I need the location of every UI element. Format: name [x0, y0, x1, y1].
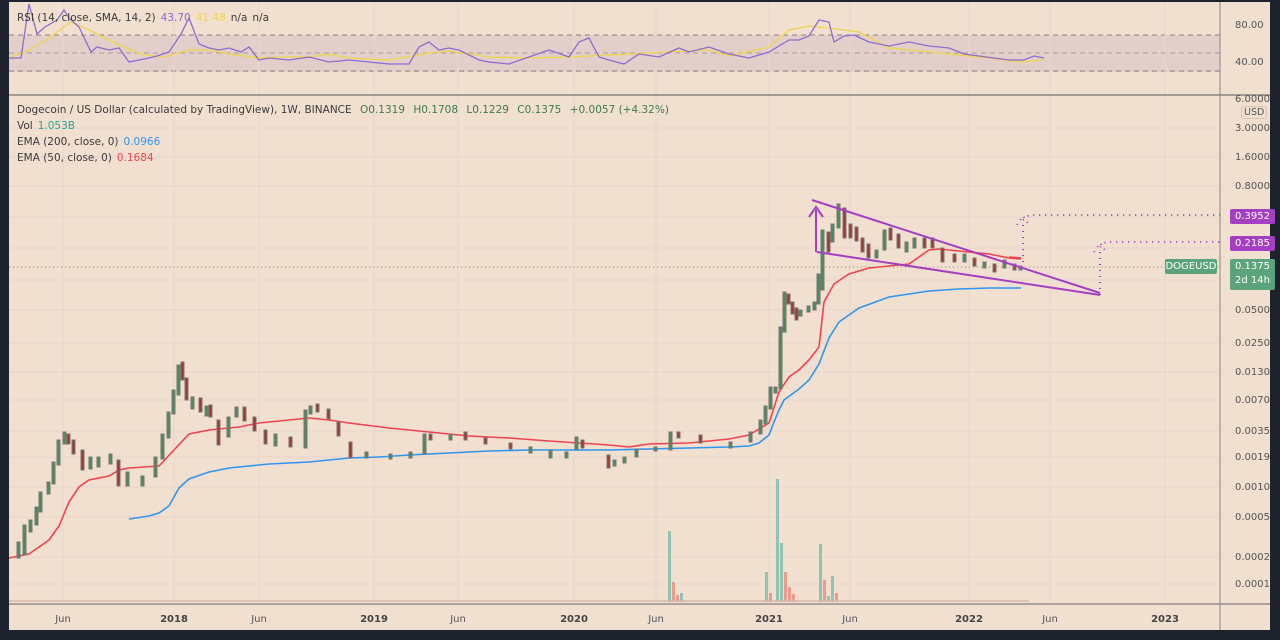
price-ytick: 0.0019 — [1235, 452, 1270, 463]
price-ytick: 6.0000 — [1235, 94, 1270, 105]
volume-value: 1.053B — [37, 120, 75, 132]
ema200-line — [128, 287, 1021, 520]
volume-label: Vol — [17, 120, 33, 132]
bar-countdown: 2d 14h — [1235, 275, 1270, 286]
xtick: 2021 — [755, 614, 783, 625]
ohlc-close: C0.1375 — [517, 104, 562, 116]
price-ytick: 0.0070 — [1235, 395, 1270, 406]
price-ytick: 0.0035 — [1235, 426, 1270, 437]
price-ytick: 0.0130 — [1235, 367, 1270, 378]
price-ytick: 0.0500 — [1235, 305, 1270, 316]
volume-legend[interactable]: Vol 1.053B — [17, 120, 80, 132]
ohlc-high: H0.1708 — [413, 104, 458, 116]
price-ytick: 0.0001 — [1235, 579, 1270, 590]
falling-wedge-drawing[interactable] — [808, 199, 1101, 296]
price-ytick: 3.0000 — [1235, 123, 1270, 134]
ema200-value: 0.0966 — [123, 136, 161, 148]
ema50-legend[interactable]: EMA (50, close, 0) 0.1684 — [17, 152, 159, 164]
target-projections[interactable] — [1016, 214, 1220, 295]
rsi-value: 43.70 — [160, 12, 191, 24]
ema200-label: EMA (200, close, 0) — [17, 136, 119, 148]
chart-canvas[interactable] — [9, 2, 1270, 630]
ema50-label: EMA (50, close, 0) — [17, 152, 112, 164]
volume-bars — [9, 479, 1029, 602]
xtick: Jun — [842, 614, 858, 625]
price-ytick: 1.6000 — [1235, 152, 1270, 163]
rsi-ytick-80: 80.00 — [1235, 20, 1264, 31]
ema50-value: 0.1684 — [116, 152, 154, 164]
last-price-tag: 0.1375 2d 14h — [1230, 259, 1275, 290]
target-price-tag-2: 0.2185 — [1230, 236, 1275, 251]
candlesticks — [16, 203, 1023, 559]
price-ytick: 0.0010 — [1235, 482, 1270, 493]
rsi-ytick-40: 40.00 — [1235, 57, 1264, 68]
last-price-value: 0.1375 — [1235, 261, 1270, 272]
chart-frame: RSI (14, close, SMA, 14, 2) 43.70 41.48 n/a… — [9, 2, 1275, 630]
xtick: Jun — [55, 614, 71, 625]
target-price-tag-1: 0.3952 — [1230, 209, 1275, 224]
rsi-legend[interactable]: RSI (14, close, SMA, 14, 2) 43.70 41.48 n/a… — [17, 12, 274, 24]
xtick: 2022 — [955, 614, 983, 625]
vertical-gridlines — [62, 2, 1166, 602]
symbol-legend[interactable]: Dogecoin / US Dollar (calculated by Trad… — [17, 104, 674, 116]
xtick: Jun — [648, 614, 664, 625]
rsi-line — [9, 3, 1045, 65]
currency-badge[interactable]: USD — [1241, 106, 1268, 119]
xtick: 2019 — [360, 614, 388, 625]
price-ytick: 0.0005 — [1235, 512, 1270, 523]
price-ytick: 0.0002 — [1235, 552, 1270, 563]
price-ytick: 0.8000 — [1235, 181, 1270, 192]
price-ytick: 0.0250 — [1235, 338, 1270, 349]
ohlc-change: +0.0057 (+4.32%) — [569, 104, 669, 116]
symbol-title: Dogecoin / US Dollar (calculated by Trad… — [17, 104, 352, 116]
rsi-extra2: n/a — [252, 12, 270, 24]
xtick: 2020 — [560, 614, 588, 625]
xtick: 2023 — [1151, 614, 1179, 625]
xtick: Jun — [251, 614, 267, 625]
xtick: 2018 — [160, 614, 188, 625]
ema200-legend[interactable]: EMA (200, close, 0) 0.0966 — [17, 136, 165, 148]
ohlc-open: O0.1319 — [360, 104, 406, 116]
symbol-tag: DOGEUSD — [1165, 259, 1217, 274]
xtick: Jun — [450, 614, 466, 625]
xtick: Jun — [1042, 614, 1058, 625]
rsi-sma-value: 41.48 — [195, 12, 226, 24]
ema50-line — [9, 248, 1022, 559]
ohlc-low: L0.1229 — [466, 104, 509, 116]
rsi-label: RSI (14, close, SMA, 14, 2) — [17, 12, 156, 24]
rsi-extra1: n/a — [230, 12, 248, 24]
horizontal-gridlines — [9, 127, 1220, 585]
rsi-sma-line — [9, 21, 1045, 63]
